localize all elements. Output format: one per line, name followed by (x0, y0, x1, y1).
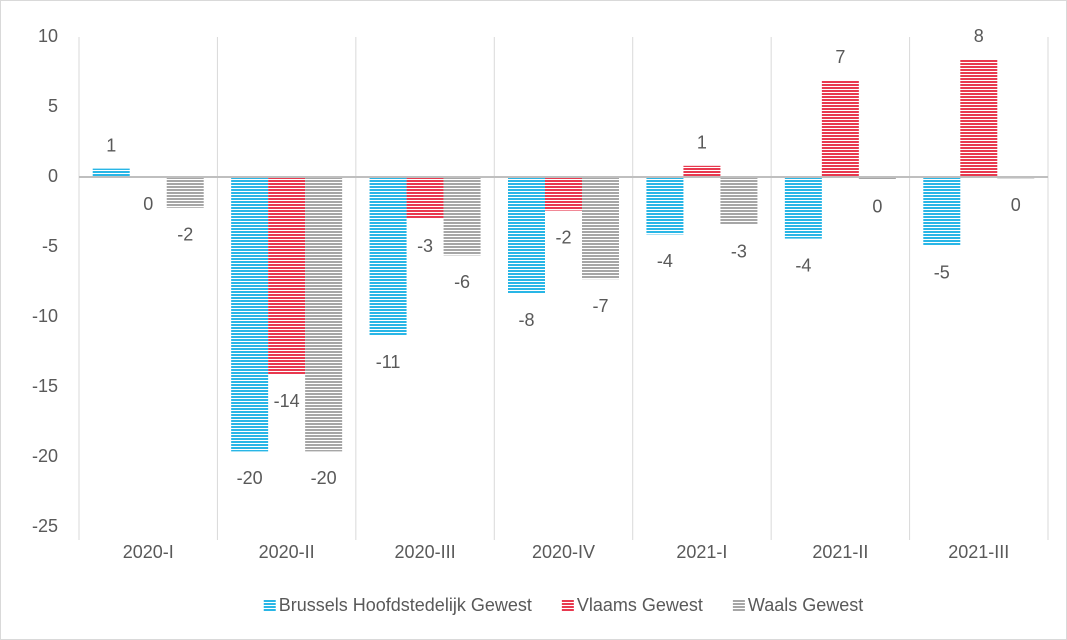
data-label: -20 (237, 468, 263, 488)
data-label: -4 (657, 251, 673, 271)
y-tick-label: 5 (48, 96, 58, 116)
bar (646, 177, 684, 235)
x-tick-label: 2021-I (676, 542, 727, 562)
legend-label: Waals Gewest (748, 595, 863, 615)
y-tick-label: 0 (48, 166, 58, 186)
bar (545, 177, 582, 211)
data-label: -14 (274, 391, 300, 411)
data-label: -2 (177, 225, 193, 245)
bar (784, 177, 822, 239)
bar (166, 177, 204, 208)
y-tick-label: -25 (32, 516, 58, 536)
bar (582, 177, 619, 280)
data-label: 1 (697, 133, 707, 153)
data-label: 0 (872, 197, 882, 217)
x-tick-label: 2020-IV (532, 542, 595, 562)
x-tick-label: 2020-II (259, 542, 315, 562)
data-label: 0 (1011, 195, 1021, 215)
data-label: -20 (311, 468, 337, 488)
y-tick-label: -20 (32, 446, 58, 466)
bar (821, 80, 859, 177)
bar (92, 168, 130, 177)
y-tick-label: 10 (38, 26, 58, 46)
bar (508, 177, 545, 294)
data-label: -3 (417, 236, 433, 256)
y-tick-label: -5 (42, 236, 58, 256)
legend-label: Vlaams Gewest (577, 595, 703, 615)
data-label: 7 (835, 47, 845, 67)
bar (231, 177, 269, 452)
bar (305, 177, 343, 452)
bar (406, 177, 444, 219)
legend-swatch (732, 600, 745, 612)
legend-swatch (561, 600, 574, 612)
data-label: -2 (555, 227, 571, 247)
bar (720, 177, 758, 225)
data-label: -11 (376, 352, 401, 372)
bar (858, 177, 896, 180)
data-label: -4 (795, 255, 811, 275)
bar (443, 177, 481, 256)
y-tick-label: -10 (32, 306, 58, 326)
data-label: -3 (731, 241, 747, 261)
data-label: 8 (974, 26, 984, 46)
bar (369, 177, 407, 336)
data-label: -8 (518, 310, 534, 330)
data-label: -7 (592, 296, 608, 316)
legend: Brussels Hoofdstedelijk Gewest Vlaams Gew… (263, 595, 863, 615)
y-tick-label: -15 (32, 376, 58, 396)
bar (960, 59, 998, 177)
data-label: 1 (106, 135, 116, 155)
data-label: -5 (934, 262, 950, 282)
bar (268, 177, 306, 375)
x-tick-label: 2021-III (948, 542, 1009, 562)
data-label: -6 (454, 272, 470, 292)
data-label: 0 (143, 194, 153, 214)
legend-label: Brussels Hoofdstedelijk Gewest (279, 595, 532, 615)
bar (923, 177, 961, 246)
bar (683, 165, 721, 177)
x-tick-label: 2020-I (123, 542, 174, 562)
x-tick-label: 2020-III (395, 542, 456, 562)
legend-swatch (263, 600, 276, 612)
x-tick-label: 2021-II (812, 542, 868, 562)
